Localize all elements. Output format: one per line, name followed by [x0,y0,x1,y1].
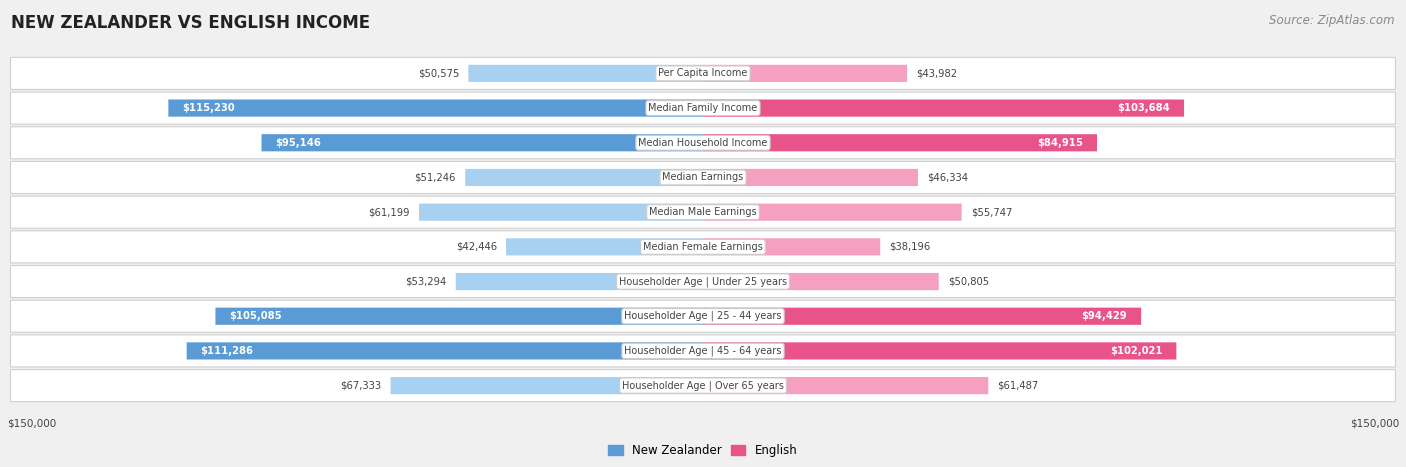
FancyBboxPatch shape [187,342,703,360]
Text: Median Family Income: Median Family Income [648,103,758,113]
FancyBboxPatch shape [10,57,1396,89]
FancyBboxPatch shape [10,265,1396,297]
FancyBboxPatch shape [10,162,1396,193]
Text: Median Male Earnings: Median Male Earnings [650,207,756,217]
FancyBboxPatch shape [169,99,703,117]
FancyBboxPatch shape [465,169,703,186]
Text: $46,334: $46,334 [928,172,969,183]
Text: Median Earnings: Median Earnings [662,172,744,183]
Text: Per Capita Income: Per Capita Income [658,68,748,78]
Text: $55,747: $55,747 [972,207,1012,217]
Text: NEW ZEALANDER VS ENGLISH INCOME: NEW ZEALANDER VS ENGLISH INCOME [11,14,370,32]
Text: $105,085: $105,085 [229,311,283,321]
FancyBboxPatch shape [10,335,1396,367]
FancyBboxPatch shape [262,134,703,151]
Text: $50,805: $50,805 [948,276,990,287]
FancyBboxPatch shape [703,342,1177,360]
FancyBboxPatch shape [703,134,1097,151]
FancyBboxPatch shape [703,65,907,82]
Text: $67,333: $67,333 [340,381,381,390]
Text: $42,446: $42,446 [456,242,496,252]
Text: Median Female Earnings: Median Female Earnings [643,242,763,252]
Text: $53,294: $53,294 [405,276,447,287]
FancyBboxPatch shape [215,308,703,325]
Text: $115,230: $115,230 [183,103,235,113]
Text: $111,286: $111,286 [201,346,253,356]
FancyBboxPatch shape [703,169,918,186]
FancyBboxPatch shape [703,204,962,221]
FancyBboxPatch shape [10,300,1396,332]
Text: Householder Age | 25 - 44 years: Householder Age | 25 - 44 years [624,311,782,321]
FancyBboxPatch shape [703,99,1184,117]
Text: $43,982: $43,982 [917,68,957,78]
FancyBboxPatch shape [10,127,1396,159]
FancyBboxPatch shape [10,92,1396,124]
Text: $150,000: $150,000 [1350,418,1399,428]
Text: $61,199: $61,199 [368,207,409,217]
Text: $38,196: $38,196 [890,242,931,252]
FancyBboxPatch shape [703,238,880,255]
FancyBboxPatch shape [703,273,939,290]
Text: $94,429: $94,429 [1081,311,1128,321]
Text: Householder Age | Over 65 years: Householder Age | Over 65 years [621,380,785,391]
Text: Householder Age | 45 - 64 years: Householder Age | 45 - 64 years [624,346,782,356]
Text: $51,246: $51,246 [415,172,456,183]
Text: Householder Age | Under 25 years: Householder Age | Under 25 years [619,276,787,287]
FancyBboxPatch shape [456,273,703,290]
Text: $50,575: $50,575 [418,68,460,78]
FancyBboxPatch shape [419,204,703,221]
FancyBboxPatch shape [10,196,1396,228]
Text: $61,487: $61,487 [998,381,1039,390]
FancyBboxPatch shape [703,377,988,394]
FancyBboxPatch shape [10,369,1396,402]
FancyBboxPatch shape [391,377,703,394]
Text: $103,684: $103,684 [1118,103,1170,113]
Text: $150,000: $150,000 [7,418,56,428]
Text: $84,915: $84,915 [1038,138,1083,148]
FancyBboxPatch shape [10,231,1396,263]
Legend: New Zealander, English: New Zealander, English [603,439,803,462]
FancyBboxPatch shape [468,65,703,82]
FancyBboxPatch shape [506,238,703,255]
Text: $102,021: $102,021 [1109,346,1163,356]
Text: Source: ZipAtlas.com: Source: ZipAtlas.com [1270,14,1395,27]
Text: Median Household Income: Median Household Income [638,138,768,148]
Text: $95,146: $95,146 [276,138,322,148]
FancyBboxPatch shape [703,308,1142,325]
